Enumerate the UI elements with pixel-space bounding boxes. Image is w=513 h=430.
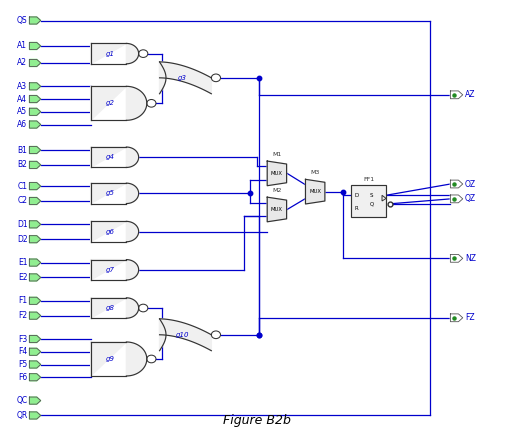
Polygon shape <box>450 255 463 262</box>
Text: FZ: FZ <box>465 313 475 322</box>
Text: g8: g8 <box>106 305 114 311</box>
FancyBboxPatch shape <box>351 185 386 217</box>
Text: QC: QC <box>16 396 27 405</box>
Text: g2: g2 <box>106 100 114 106</box>
Text: g1: g1 <box>106 51 114 57</box>
Text: F2: F2 <box>18 311 27 320</box>
Polygon shape <box>29 412 41 419</box>
Text: D1: D1 <box>17 220 27 229</box>
Text: D: D <box>355 193 359 198</box>
Text: C2: C2 <box>17 197 27 206</box>
Polygon shape <box>29 397 41 404</box>
Polygon shape <box>29 121 41 128</box>
Text: A6: A6 <box>17 120 27 129</box>
Polygon shape <box>267 197 287 222</box>
Text: F1: F1 <box>18 296 27 305</box>
Text: A5: A5 <box>17 108 27 116</box>
Text: F6: F6 <box>18 373 27 382</box>
Polygon shape <box>29 197 41 205</box>
Text: A3: A3 <box>17 82 27 91</box>
Text: M1: M1 <box>272 152 282 157</box>
Text: F5: F5 <box>18 360 27 369</box>
Polygon shape <box>91 342 147 376</box>
Text: M3: M3 <box>310 170 320 175</box>
Polygon shape <box>91 183 139 203</box>
Text: NZ: NZ <box>465 254 476 263</box>
Polygon shape <box>91 147 139 167</box>
Polygon shape <box>450 91 463 99</box>
Polygon shape <box>29 297 41 304</box>
Polygon shape <box>160 319 211 351</box>
Text: g9: g9 <box>106 356 114 362</box>
Polygon shape <box>29 236 41 243</box>
Text: MUX: MUX <box>271 207 283 212</box>
Polygon shape <box>450 195 463 203</box>
Text: S: S <box>370 193 373 198</box>
Polygon shape <box>29 259 41 266</box>
Text: g6: g6 <box>106 229 114 235</box>
Polygon shape <box>29 108 41 115</box>
Text: E1: E1 <box>18 258 27 267</box>
Text: g3: g3 <box>178 75 187 81</box>
Polygon shape <box>160 62 211 94</box>
Polygon shape <box>29 17 41 24</box>
Polygon shape <box>29 312 41 319</box>
Text: B2: B2 <box>17 160 27 169</box>
Polygon shape <box>29 161 41 169</box>
Polygon shape <box>29 361 41 368</box>
Text: A2: A2 <box>17 58 27 68</box>
Text: C1: C1 <box>17 181 27 190</box>
Text: Q: Q <box>370 201 374 206</box>
Polygon shape <box>91 260 139 280</box>
Text: g10: g10 <box>176 332 189 338</box>
Polygon shape <box>29 274 41 281</box>
Text: g5: g5 <box>106 190 114 197</box>
Polygon shape <box>29 374 41 381</box>
Text: M2: M2 <box>272 188 282 193</box>
Text: R: R <box>355 206 359 212</box>
Polygon shape <box>91 221 139 242</box>
Polygon shape <box>450 180 463 188</box>
Polygon shape <box>267 161 287 186</box>
Polygon shape <box>91 86 147 120</box>
Polygon shape <box>305 179 325 204</box>
Polygon shape <box>450 314 463 322</box>
Text: AZ: AZ <box>465 90 475 99</box>
Polygon shape <box>29 43 41 49</box>
Polygon shape <box>29 221 41 228</box>
Text: QZ: QZ <box>465 194 476 203</box>
Text: Figure B2b: Figure B2b <box>223 415 290 427</box>
Text: MUX: MUX <box>309 189 321 194</box>
Text: g7: g7 <box>106 267 114 273</box>
Polygon shape <box>29 95 41 103</box>
Text: F4: F4 <box>18 347 27 356</box>
Polygon shape <box>29 147 41 154</box>
Text: g4: g4 <box>106 154 114 160</box>
Polygon shape <box>29 83 41 90</box>
Text: OZ: OZ <box>465 179 476 188</box>
Text: QS: QS <box>17 16 27 25</box>
Text: MUX: MUX <box>271 171 283 176</box>
Polygon shape <box>29 335 41 343</box>
Text: B1: B1 <box>17 145 27 154</box>
Text: D2: D2 <box>17 235 27 244</box>
Text: QR: QR <box>16 411 27 420</box>
Polygon shape <box>29 348 41 355</box>
Text: E2: E2 <box>18 273 27 282</box>
Text: FF1: FF1 <box>363 177 374 182</box>
Text: F3: F3 <box>18 335 27 344</box>
Polygon shape <box>91 43 139 64</box>
Text: A4: A4 <box>17 95 27 104</box>
Text: A1: A1 <box>17 41 27 50</box>
Polygon shape <box>91 298 139 318</box>
Polygon shape <box>29 59 41 67</box>
Polygon shape <box>29 183 41 190</box>
